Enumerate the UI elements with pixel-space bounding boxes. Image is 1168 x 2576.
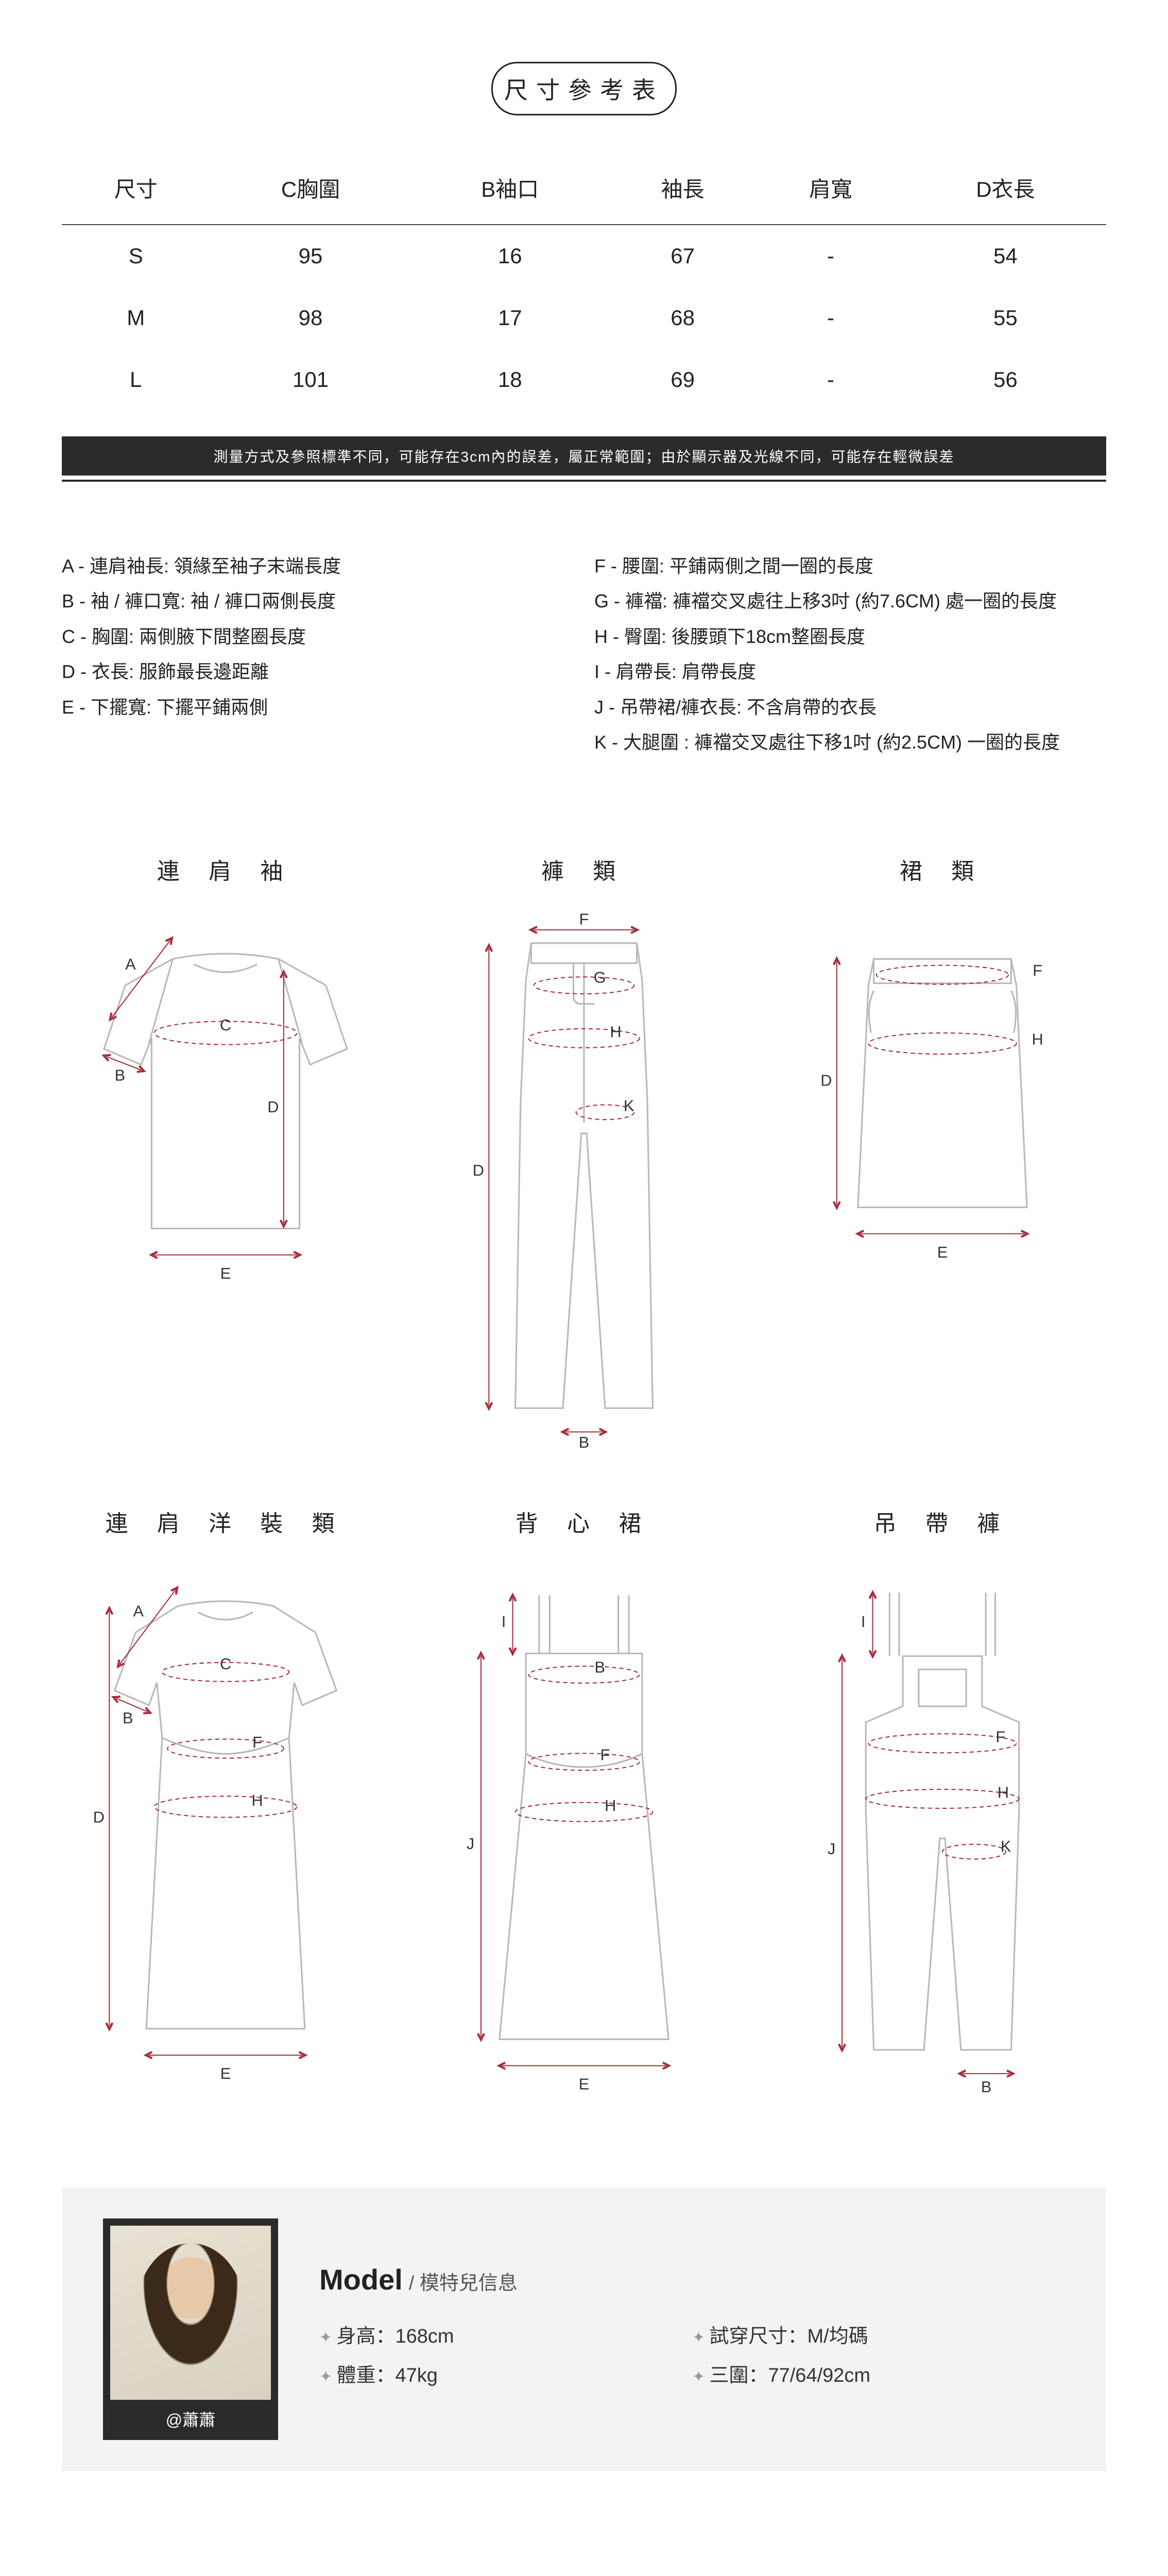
page-title: 尺寸參考表: [491, 62, 677, 115]
svg-text:H: H: [1032, 1030, 1043, 1048]
svg-text:D: D: [267, 1098, 279, 1116]
svg-text:K: K: [624, 1097, 634, 1115]
legend-item: F - 腰圍: 平鋪兩側之間一圈的長度: [594, 549, 1106, 584]
svg-text:F: F: [1033, 961, 1042, 979]
svg-text:E: E: [220, 2064, 231, 2082]
svg-text:H: H: [998, 1783, 1009, 1801]
diagram-svg: F G H K D B: [420, 911, 748, 1453]
model-name: @蕭蕭: [110, 2400, 271, 2433]
diagram-label: 背 心 裙: [420, 1505, 748, 1538]
svg-text:E: E: [579, 2075, 590, 2093]
legend-item: C - 胸圍: 兩側腋下間整圈長度: [62, 619, 574, 654]
svg-text:D: D: [93, 1808, 105, 1826]
diagram-grid: 連 肩 袖 C A B D E 褲 類 F G H K D B 裙 類 F H …: [62, 853, 1106, 2105]
diagram-svg: C F H A B D E: [62, 1564, 389, 2105]
legend-item: A - 連肩袖長: 領緣至袖子末端長度: [62, 549, 574, 584]
legend-item: G - 褲襠: 褲襠交叉處往上移3吋 (約7.6CM) 處一圈的長度: [594, 584, 1106, 619]
svg-text:C: C: [220, 1655, 231, 1673]
table-header: 肩寬: [757, 157, 904, 225]
diagram-svg: I B F H J E: [420, 1564, 748, 2105]
svg-text:E: E: [220, 1264, 231, 1282]
diagram-label: 褲 類: [420, 853, 748, 886]
svg-text:K: K: [1001, 1837, 1011, 1855]
legend-item: B - 袖 / 褲口寬: 袖 / 褲口兩側長度: [62, 584, 574, 619]
svg-text:G: G: [594, 969, 606, 987]
diagram-skirt: 裙 類 F H D E: [779, 853, 1106, 1453]
svg-text:F: F: [579, 911, 589, 928]
diagram-svg: C A B D E: [62, 911, 389, 1295]
model-card: @蕭蕭 Model/ 模特兒信息 身高：168cm 試穿尺寸：M/均碼 體重：4…: [62, 2188, 1106, 2471]
legend-item: J - 吊帶裙/褲衣長: 不含肩帶的衣長: [594, 690, 1106, 725]
svg-text:C: C: [220, 1016, 231, 1034]
diagram-label: 裙 類: [779, 853, 1106, 886]
svg-text:D: D: [820, 1072, 832, 1090]
legend: A - 連肩袖長: 領緣至袖子末端長度B - 袖 / 褲口寬: 袖 / 褲口兩側…: [62, 549, 1106, 760]
svg-text:I: I: [861, 1613, 866, 1631]
diagram-label: 吊 帶 褲: [779, 1505, 1106, 1538]
svg-text:H: H: [605, 1797, 616, 1815]
legend-item: K - 大腿圍 : 褲襠交叉處往下移1吋 (約2.5CM) 一圈的長度: [594, 725, 1106, 760]
legend-item: H - 臀圍: 後腰頭下18cm整圈長度: [594, 619, 1106, 654]
svg-text:F: F: [252, 1733, 262, 1751]
legend-item: D - 衣長: 服飾最長邊距離: [62, 654, 574, 689]
table-header: C胸圍: [210, 157, 411, 225]
model-heading: Model/ 模特兒信息: [319, 2263, 1065, 2296]
model-try-size: 試穿尺寸：M/均碼: [692, 2317, 1065, 2356]
diagram-raglan-tee: 連 肩 袖 C A B D E: [62, 853, 389, 1453]
diagram-cami-dress: 背 心 裙 I B F H J E: [420, 1505, 748, 2105]
diagram-svg: I F H K J B: [779, 1564, 1106, 2105]
svg-text:J: J: [828, 1840, 835, 1858]
diagram-pants: 褲 類 F G H K D B: [420, 853, 748, 1453]
svg-text:H: H: [610, 1023, 621, 1041]
svg-text:I: I: [502, 1613, 506, 1631]
table-header: D衣長: [905, 157, 1106, 225]
diagram-label: 連 肩 袖: [62, 853, 389, 886]
table-row: M981768-55: [62, 287, 1106, 349]
svg-text:F: F: [600, 1745, 610, 1764]
svg-text:F: F: [995, 1727, 1005, 1745]
diagram-svg: F H D E: [779, 911, 1106, 1295]
model-photo: @蕭蕭: [103, 2218, 278, 2440]
diagram-overalls: 吊 帶 褲 I F H K J B: [779, 1505, 1106, 2105]
measurement-note: 測量方式及參照標準不同，可能存在3cm內的誤差，屬正常範圍；由於顯示器及光線不同…: [62, 436, 1106, 476]
svg-text:B: B: [123, 1708, 133, 1726]
svg-text:B: B: [595, 1658, 606, 1676]
svg-text:J: J: [467, 1835, 474, 1853]
svg-text:A: A: [133, 1602, 144, 1620]
model-height: 身高：168cm: [319, 2317, 692, 2356]
table-header: 尺寸: [62, 157, 210, 225]
model-measures: 三圍：77/64/92cm: [692, 2356, 1065, 2395]
svg-text:B: B: [579, 1434, 590, 1451]
svg-text:A: A: [125, 955, 136, 973]
legend-item: E - 下擺寬: 下擺平鋪兩側: [62, 690, 574, 725]
table-header: B袖口: [411, 157, 609, 225]
svg-text:B: B: [115, 1066, 126, 1084]
model-weight: 體重：47kg: [319, 2356, 692, 2395]
divider: [62, 480, 1106, 482]
table-row: L1011869-56: [62, 349, 1106, 411]
table-header: 袖長: [609, 157, 757, 225]
diagram-raglan-dress: 連 肩 洋 裝 類 C F H A B D E: [62, 1505, 389, 2105]
svg-text:B: B: [981, 2077, 992, 2095]
svg-text:E: E: [937, 1243, 948, 1261]
svg-text:D: D: [473, 1161, 484, 1179]
svg-text:H: H: [251, 1791, 263, 1809]
size-table: 尺寸C胸圍B袖口袖長肩寬D衣長 S951667-54M981768-55L101…: [62, 157, 1106, 411]
diagram-label: 連 肩 洋 裝 類: [62, 1505, 389, 1538]
table-row: S951667-54: [62, 225, 1106, 287]
legend-item: I - 肩帶長: 肩帶長度: [594, 654, 1106, 689]
